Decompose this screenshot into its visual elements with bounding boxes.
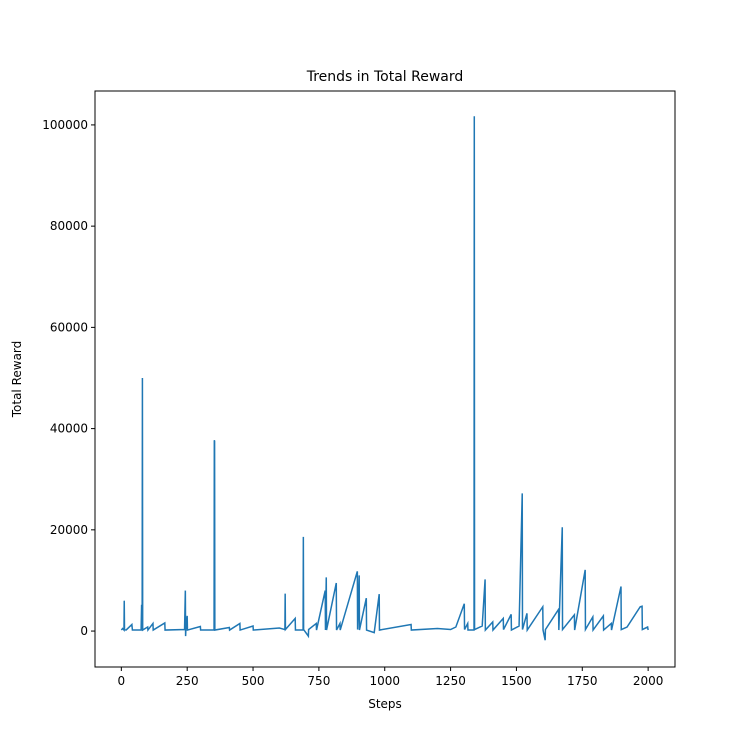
x-tick-label: 250 xyxy=(176,674,199,688)
x-tick-label: 1000 xyxy=(369,674,400,688)
x-axis-label: Steps xyxy=(368,697,402,711)
x-tick-label: 2000 xyxy=(633,674,664,688)
x-tick-label: 1500 xyxy=(501,674,532,688)
x-tick-label: 750 xyxy=(307,674,330,688)
y-tick-label: 40000 xyxy=(50,422,88,436)
y-tick-label: 100000 xyxy=(42,118,88,132)
y-tick-label: 20000 xyxy=(50,523,88,537)
y-axis-label: Total Reward xyxy=(10,341,24,419)
chart-title: Trends in Total Reward xyxy=(306,69,464,85)
x-tick-label: 1750 xyxy=(567,674,598,688)
y-tick-label: 60000 xyxy=(50,320,88,334)
x-tick-label: 1250 xyxy=(435,674,466,688)
data-line xyxy=(120,116,649,641)
y-tick-label: 80000 xyxy=(50,219,88,233)
y-tick-label: 0 xyxy=(80,624,88,638)
x-tick-label: 0 xyxy=(118,674,126,688)
x-tick-label: 500 xyxy=(242,674,265,688)
